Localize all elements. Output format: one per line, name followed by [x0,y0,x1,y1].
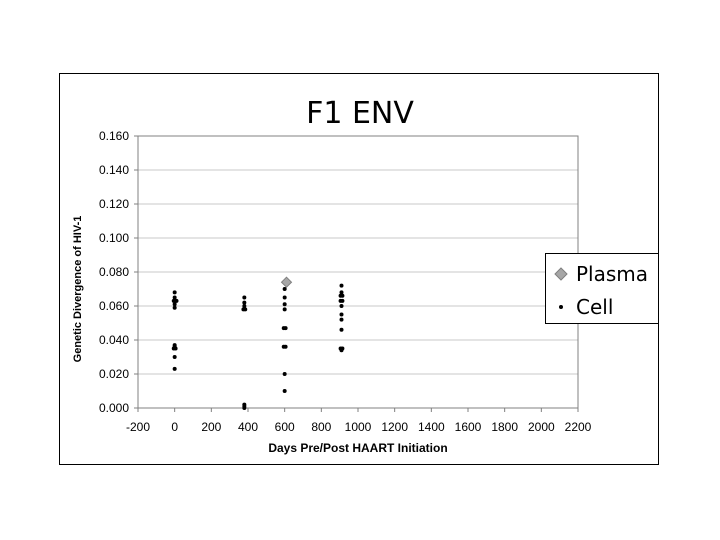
axis-layer [134,135,579,412]
cell-point [172,295,177,300]
y-tick-label: 0.140 [99,163,129,177]
cell-point [339,327,344,332]
y-tick-label: 0.160 [99,129,129,143]
cell-point [172,290,177,295]
x-tick-label: 600 [275,420,295,434]
cell-point [339,317,344,322]
cell-point [282,389,287,393]
x-tick-label: -200 [126,420,150,434]
x-tick-label: 200 [201,420,221,434]
cell-point [242,295,247,300]
chart-title: F1 ENV [306,96,414,131]
cell-point [172,302,177,307]
cell-point [282,287,287,291]
x-tick-label: 1400 [418,420,445,434]
dot-marker-icon [546,292,576,322]
scatter-chart: F1 ENV Days Pre/Post HAART Initiation Ge… [72,96,592,455]
y-tick-label: 0.020 [99,367,129,381]
x-tick-label: 2000 [528,420,555,434]
legend-label-plasma: Plasma [576,262,649,286]
x-tick-label: 1800 [491,420,518,434]
grid-layer [138,135,578,375]
x-tick-label: 400 [238,420,258,434]
cell-point [282,372,287,376]
cell-point [340,298,345,303]
x-tick-label: 0 [171,420,178,434]
cell-point [339,304,344,308]
cell-point [174,298,179,303]
x-tick-label: 1600 [455,420,482,434]
x-axis-label: Days Pre/Post HAART Initiation [268,441,447,455]
cell-point [173,346,178,351]
chart-legend: Plasma Cell [545,253,659,324]
cell-point [283,326,288,331]
cell-point [283,344,288,349]
cell-point [172,305,177,310]
cell-point [340,346,345,351]
cell-point [172,355,177,359]
cell-point [242,300,247,305]
data-points [171,276,345,410]
y-tick-label: 0.060 [99,299,129,313]
legend-item-plasma: Plasma [546,259,648,289]
y-tick-label: 0.100 [99,231,129,245]
y-tick-label: 0.040 [99,333,129,347]
y-tick-label: 0.080 [99,265,129,279]
cell-point [340,293,345,298]
cell-point [339,312,344,317]
y-tick-label: 0.000 [99,401,129,415]
x-tick-label: 1200 [381,420,408,434]
legend-label-cell: Cell [576,295,614,319]
cell-point [242,406,247,410]
tick-labels: 0.000 0.020 0.040 0.060 0.080 0.100 0.120 0.140… [99,129,592,434]
cell-point [282,295,287,300]
x-tick-label: 2200 [565,420,592,434]
diamond-marker-icon [546,259,576,289]
cell-point [339,290,344,295]
cell-point [282,302,287,307]
x-tick-label: 800 [311,420,331,434]
cell-point [243,307,248,312]
y-tick-label: 0.120 [99,197,129,211]
cell-point [242,304,247,308]
cell-point [172,366,177,371]
y-axis-label: Genetic Divergence of HIV-1 [72,216,84,363]
cell-point [282,307,287,312]
plasma-point [280,276,293,288]
x-tick-label: 1000 [345,420,372,434]
legend-item-cell: Cell [546,292,613,322]
cell-point [339,283,344,288]
